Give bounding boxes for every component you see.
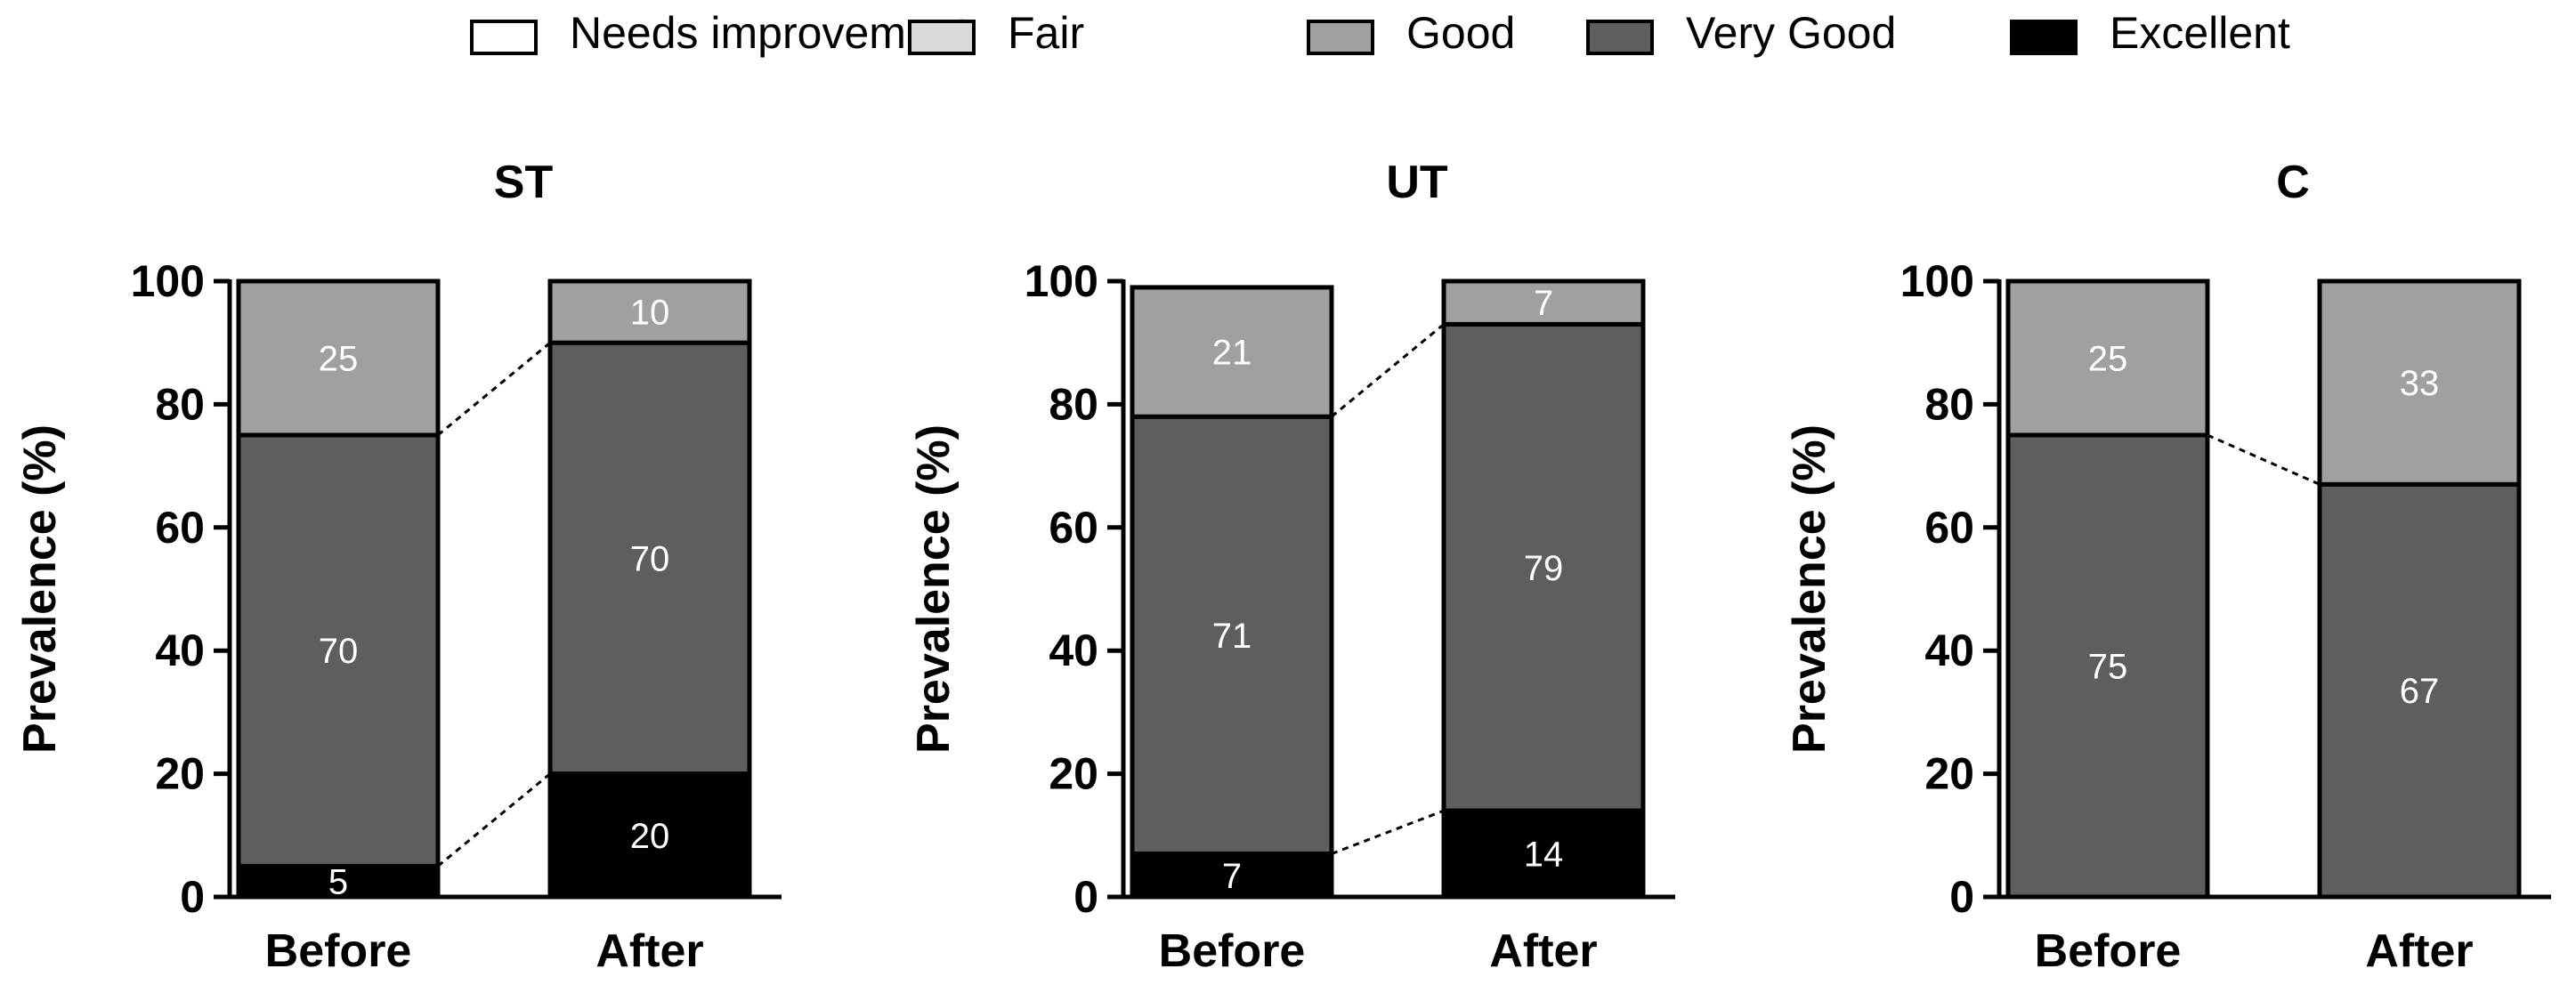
bar-segment-excellent bbox=[1441, 808, 1646, 900]
y-tick-label: 20 bbox=[155, 749, 205, 799]
data-label: 33 bbox=[2400, 364, 2440, 403]
legend: Needs improvement Fair Good Very Good Excell… bbox=[470, 8, 2290, 58]
y-tick-label: 0 bbox=[180, 872, 205, 922]
y-tick-label: 20 bbox=[1049, 749, 1098, 799]
data-label: 70 bbox=[319, 632, 359, 671]
legend-swatch-good bbox=[1307, 20, 1374, 55]
data-label: 5 bbox=[328, 863, 348, 902]
y-tick-label: 20 bbox=[1924, 749, 1974, 799]
legend-swatch-needs-improvement bbox=[470, 20, 538, 55]
y-tick-label: 80 bbox=[155, 379, 205, 429]
data-label: 7 bbox=[1534, 284, 1553, 323]
connector-line bbox=[1331, 809, 1445, 855]
y-tick-label: 40 bbox=[1049, 626, 1098, 675]
panel-title: C bbox=[2276, 157, 2310, 208]
bar-segment-excellent bbox=[1130, 852, 1334, 900]
data-label: 79 bbox=[1524, 549, 1564, 588]
bar-segment-very-good bbox=[2005, 432, 2210, 900]
bar-segment-good bbox=[236, 279, 441, 438]
x-category-label: Before bbox=[265, 925, 412, 977]
bar-segment-very-good bbox=[236, 432, 441, 868]
legend-label: Needs improvement bbox=[570, 8, 968, 58]
y-tick-label: 100 bbox=[131, 256, 205, 306]
bar-segment-good bbox=[1130, 285, 1334, 419]
legend-swatch-excellent bbox=[2010, 20, 2078, 55]
y-tick-label: 100 bbox=[1025, 256, 1098, 306]
y-tick-label: 60 bbox=[1049, 503, 1098, 553]
legend-label: Fair bbox=[1008, 8, 1084, 58]
y-axis-label: Prevalence (%) bbox=[1784, 424, 1835, 754]
bar-segment-good bbox=[2317, 279, 2522, 487]
y-tick-label: 0 bbox=[1949, 872, 1974, 922]
bar-segment-good bbox=[2005, 279, 2210, 438]
bar-segment-very-good bbox=[1441, 321, 1646, 813]
y-tick-label: 80 bbox=[1924, 379, 1974, 429]
y-tick-label: 40 bbox=[1924, 626, 1974, 675]
bar-segment-very-good bbox=[547, 340, 752, 777]
y-tick-label: 60 bbox=[155, 503, 205, 553]
connector-line bbox=[437, 772, 551, 868]
data-label: 71 bbox=[1212, 617, 1252, 656]
data-label: 7 bbox=[1222, 857, 1242, 896]
data-label: 20 bbox=[630, 817, 670, 856]
data-label: 75 bbox=[2088, 648, 2128, 687]
y-tick-label: 100 bbox=[1900, 256, 1974, 306]
bar-segment-good bbox=[547, 279, 752, 345]
connector-line bbox=[1331, 323, 1445, 418]
y-tick-label: 40 bbox=[155, 626, 205, 675]
bar-segment-very-good bbox=[1130, 414, 1334, 857]
legend-label: Excellent bbox=[2110, 8, 2290, 58]
panel-st: ST Prevalence (%) 0 20 40 60 80 100 5 70 25 Before 2… bbox=[14, 157, 782, 977]
y-axis-label: Prevalence (%) bbox=[908, 424, 960, 754]
x-category-label: Before bbox=[1159, 925, 1306, 977]
connector-line bbox=[2207, 433, 2321, 486]
data-label: 25 bbox=[319, 340, 359, 379]
y-tick-label: 60 bbox=[1924, 503, 1974, 553]
data-label: 10 bbox=[630, 294, 670, 333]
bar-segment-excellent bbox=[547, 771, 752, 900]
x-category-label: After bbox=[595, 925, 703, 977]
bar-segment-excellent bbox=[236, 863, 441, 900]
bar-segment-very-good bbox=[2317, 481, 2522, 900]
data-label: 14 bbox=[1524, 836, 1564, 875]
legend-swatch-very-good bbox=[1586, 20, 1654, 55]
y-tick-label: 0 bbox=[1073, 872, 1098, 922]
x-category-label: Before bbox=[2035, 925, 2182, 977]
panel-ut: UT Prevalence (%) 0 20 40 60 80 100 7 71 21 Before 1… bbox=[908, 157, 1675, 977]
y-tick-label: 80 bbox=[1049, 379, 1098, 429]
data-label: 67 bbox=[2400, 672, 2440, 711]
panel-title: UT bbox=[1386, 157, 1448, 208]
legend-swatch-fair bbox=[908, 20, 976, 55]
data-label: 70 bbox=[630, 539, 670, 578]
legend-label: Very Good bbox=[1686, 8, 1896, 58]
panel-c: C Prevalence (%) 0 20 40 60 80 100 75 25 Before 67 3… bbox=[1784, 157, 2551, 977]
legend-label: Good bbox=[1406, 8, 1515, 58]
data-label: 21 bbox=[1212, 334, 1252, 373]
y-axis-label: Prevalence (%) bbox=[14, 424, 66, 754]
x-category-label: After bbox=[1489, 925, 1597, 977]
data-label: 25 bbox=[2088, 340, 2128, 379]
panel-title: ST bbox=[494, 157, 554, 208]
bar-segment-good bbox=[1441, 279, 1646, 327]
x-category-label: After bbox=[2365, 925, 2473, 977]
connector-line bbox=[437, 342, 551, 437]
